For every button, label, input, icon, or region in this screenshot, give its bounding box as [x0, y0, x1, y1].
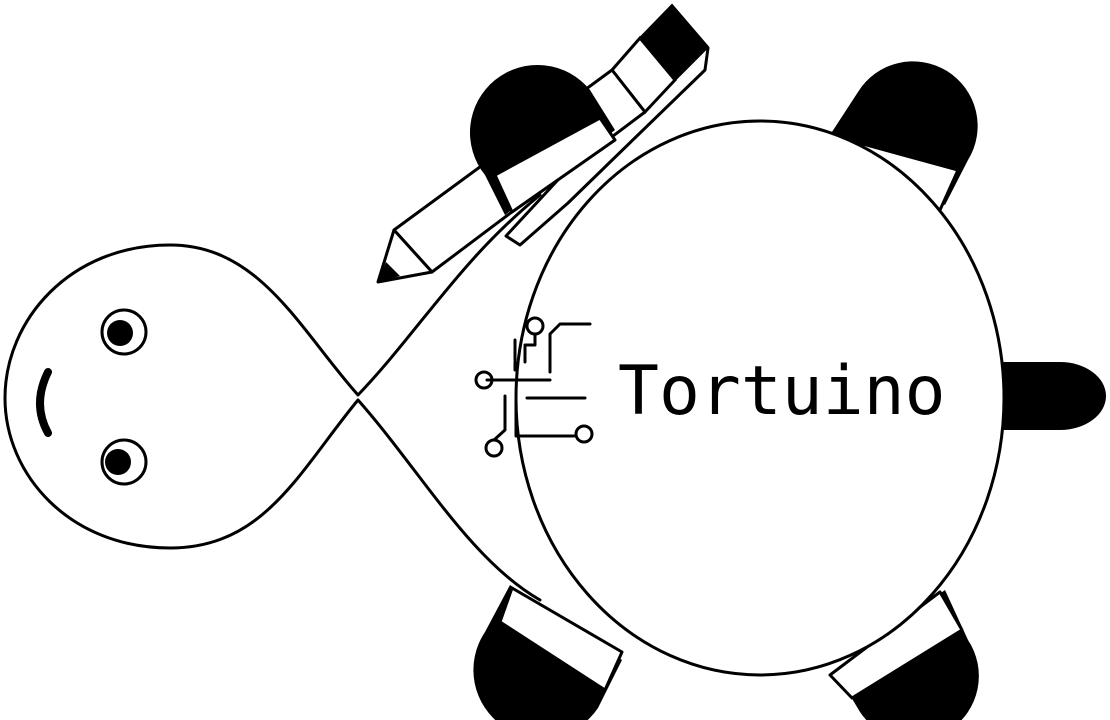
tail — [990, 362, 1106, 430]
leg-back-left — [473, 585, 624, 720]
leg-front-left — [469, 64, 617, 215]
circuit-trace-icon — [474, 316, 594, 458]
mouth — [36, 368, 52, 437]
eye-lower — [100, 438, 148, 486]
eye-upper — [100, 308, 148, 356]
leg-back-right — [828, 590, 979, 720]
head-outline — [3, 193, 542, 602]
wordmark: Tortuino — [618, 352, 946, 431]
